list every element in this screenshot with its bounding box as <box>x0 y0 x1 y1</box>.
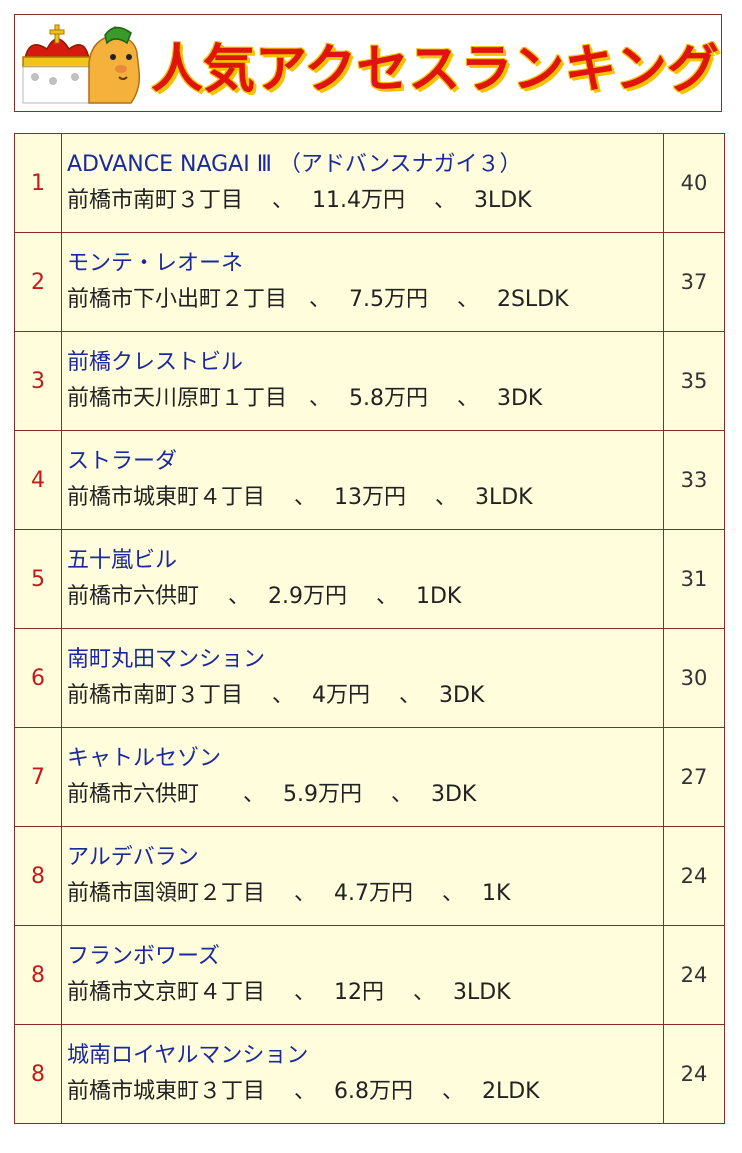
property-info-cell: 五十嵐ビル前橋市六供町 、 2.9万円 、 1DK <box>61 529 664 629</box>
property-details: 前橋市六供町 、 5.9万円 、 3DK <box>67 782 477 807</box>
access-count: 27 <box>663 727 725 827</box>
rank-number: 5 <box>14 529 62 629</box>
property-info-cell: ADVANCE NAGAI Ⅲ （アドバンスナガイ３） 前橋市南町３丁目 、 11… <box>61 133 664 233</box>
property-name-link[interactable]: 城南ロイヤルマンション <box>67 1043 309 1068</box>
property-details: 前橋市国領町２丁目 、 4.7万円 、 1K <box>67 881 511 906</box>
ranking-row[interactable]: 6 南町丸田マンション 前橋市南町３丁目 、 4万円 、 3DK 30 <box>14 628 725 728</box>
property-info-cell: モンテ・レオーネ前橋市下小出町２丁目 、 7.5万円 、 2SLDK <box>61 232 664 332</box>
access-count: 31 <box>663 529 725 629</box>
property-name-link[interactable]: モンテ・レオーネ <box>67 251 244 276</box>
property-details: 前橋市城東町４丁目 、 13万円 、 3LDK <box>67 485 533 510</box>
access-count: 35 <box>663 331 725 431</box>
ranking-row[interactable]: 3 前橋クレストビル 前橋市天川原町１丁目 、 5.8万円 、 3DK 35 <box>14 331 725 431</box>
ranking-row[interactable]: 5 五十嵐ビル 前橋市六供町 、 2.9万円 、 1DK 31 <box>14 529 725 629</box>
crowned-horse-mascot-icon <box>22 24 141 104</box>
property-name-link[interactable]: フランボワーズ <box>67 944 220 969</box>
rank-number: 3 <box>14 331 62 431</box>
property-details: 前橋市南町３丁目 、 4万円 、 3DK <box>67 683 485 708</box>
property-info-cell: 城南ロイヤルマンション前橋市城東町３丁目 、 6.8万円 、 2LDK <box>61 1024 664 1124</box>
property-name-link[interactable]: 南町丸田マンション <box>67 647 266 672</box>
ranking-row[interactable]: 7 キャトルセゾン 前橋市六供町 、 5.9万円 、 3DK 27 <box>14 727 725 827</box>
rank-number: 7 <box>14 727 62 827</box>
access-count: 24 <box>663 925 725 1025</box>
property-info-cell: フランボワーズ前橋市文京町４丁目 、 12円 、 3LDK <box>61 925 664 1025</box>
property-details: 前橋市城東町３丁目 、 6.8万円 、 2LDK <box>67 1079 540 1104</box>
property-details: 前橋市南町３丁目 、 11.4万円 、 3LDK <box>67 188 532 213</box>
ranking-row[interactable]: 8 フランボワーズ 前橋市文京町４丁目 、 12円 、 3LDK 24 <box>14 925 725 1025</box>
property-info-cell: キャトルセゾン前橋市六供町 、 5.9万円 、 3DK <box>61 727 664 827</box>
property-name-link[interactable]: キャトルセゾン <box>67 746 222 771</box>
property-name-link[interactable]: 前橋クレストビル <box>67 350 244 375</box>
rank-number: 8 <box>14 1024 62 1124</box>
property-details: 前橋市天川原町１丁目 、 5.8万円 、 3DK <box>67 386 543 411</box>
ranking-row[interactable]: 2 モンテ・レオーネ 前橋市下小出町２丁目 、 7.5万円 、 2SLDK 37 <box>14 232 725 332</box>
ranking-header-banner: 人気アクセスランキング <box>14 14 722 112</box>
rank-number: 1 <box>14 133 62 233</box>
property-info-cell: アルデバラン前橋市国領町２丁目 、 4.7万円 、 1K <box>61 826 664 926</box>
access-count: 30 <box>663 628 725 728</box>
access-count: 24 <box>663 1024 725 1124</box>
property-details: 前橋市下小出町２丁目 、 7.5万円 、 2SLDK <box>67 287 569 312</box>
property-info-cell: ストラーダ前橋市城東町４丁目 、 13万円 、 3LDK <box>61 430 664 530</box>
property-name-link[interactable]: 五十嵐ビル <box>67 548 178 573</box>
access-count: 37 <box>663 232 725 332</box>
rank-number: 4 <box>14 430 62 530</box>
access-count: 40 <box>663 133 725 233</box>
property-name-link[interactable]: アルデバラン <box>67 845 199 870</box>
rank-number: 8 <box>14 826 62 926</box>
property-details: 前橋市六供町 、 2.9万円 、 1DK <box>67 584 462 609</box>
ranking-row[interactable]: 8 城南ロイヤルマンション 前橋市城東町３丁目 、 6.8万円 、 2LDK 24 <box>14 1024 725 1124</box>
access-count: 24 <box>663 826 725 926</box>
property-name-link[interactable]: ストラーダ <box>67 449 178 474</box>
ranking-row[interactable]: 4 ストラーダ 前橋市城東町４丁目 、 13万円 、 3LDK 33 <box>14 430 725 530</box>
rank-number: 8 <box>14 925 62 1025</box>
access-count: 33 <box>663 430 725 530</box>
ranking-row[interactable]: 8 アルデバラン 前橋市国領町２丁目 、 4.7万円 、 1K 24 <box>14 826 725 926</box>
ranking-table: 1 ADVANCE NAGAI Ⅲ （アドバンスナガイ３） 前橋市南町３丁目 、 1… <box>14 133 725 1124</box>
property-details: 前橋市文京町４丁目 、 12円 、 3LDK <box>67 980 511 1005</box>
property-info-cell: 南町丸田マンション前橋市南町３丁目 、 4万円 、 3DK <box>61 628 664 728</box>
property-info-cell: 前橋クレストビル前橋市天川原町１丁目 、 5.8万円 、 3DK <box>61 331 664 431</box>
ranking-row[interactable]: 1 ADVANCE NAGAI Ⅲ （アドバンスナガイ３） 前橋市南町３丁目 、 1… <box>14 133 725 233</box>
property-name-link[interactable]: ADVANCE NAGAI Ⅲ （アドバンスナガイ３） <box>67 152 522 177</box>
rank-number: 2 <box>14 232 62 332</box>
rank-number: 6 <box>14 628 62 728</box>
page-title: 人気アクセスランキング <box>151 40 719 100</box>
